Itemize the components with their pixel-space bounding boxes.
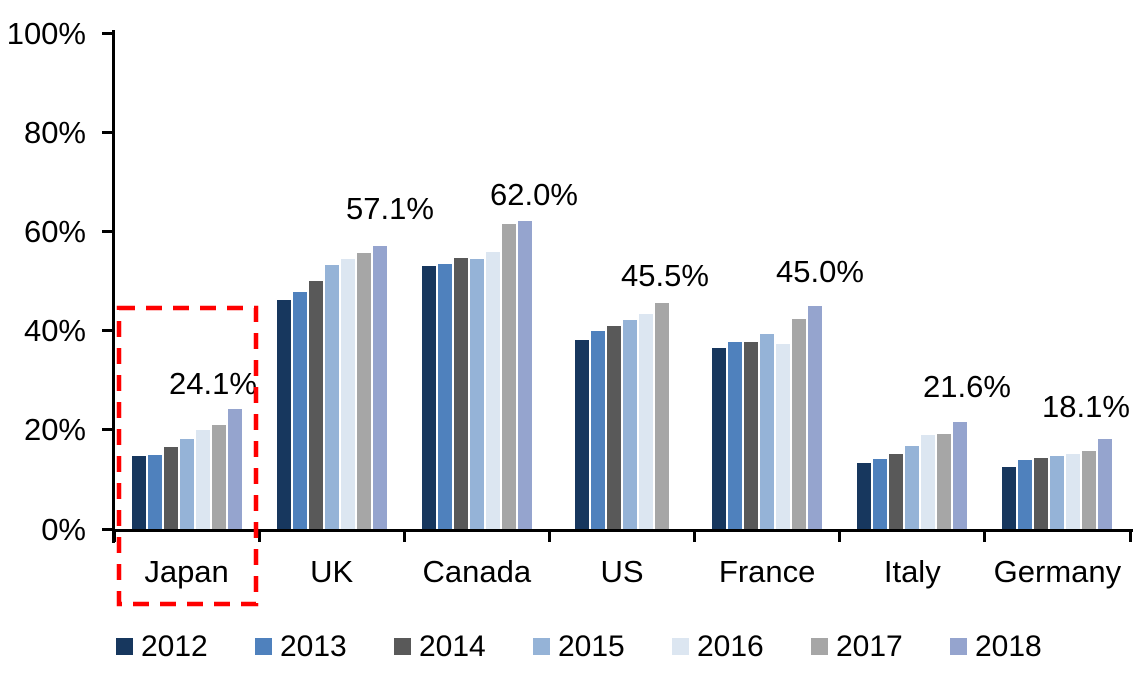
bar-canada-2017 (501, 223, 516, 529)
y-tick-20 (102, 428, 114, 432)
bar-canada-2013 (437, 264, 452, 529)
y-tick-0 (102, 527, 114, 531)
bar-uk-2015 (324, 264, 339, 529)
bar-italy-2012 (857, 463, 872, 529)
x-axis-line (112, 529, 1133, 532)
bar-uk-2014 (308, 281, 323, 529)
x-tick (547, 529, 551, 542)
x-tick (257, 529, 261, 542)
value-label-uk: 57.1% (346, 191, 434, 226)
category-label-us: US (600, 554, 644, 589)
bar-uk-2018 (372, 245, 387, 529)
x-tick (983, 529, 987, 542)
bar-canada-2018 (517, 221, 532, 529)
bar-italy-2017 (937, 434, 952, 529)
bar-france-2013 (728, 342, 743, 529)
bar-germany-2012 (1002, 467, 1017, 529)
legend-swatch-2012 (116, 638, 133, 655)
bar-canada-2015 (469, 259, 484, 529)
bar-france-2016 (776, 344, 791, 529)
bar-italy-2018 (953, 421, 968, 529)
value-label-us: 45.5% (621, 258, 709, 293)
y-axis-label: 0% (41, 511, 86, 547)
bar-italy-2014 (889, 453, 904, 529)
bar-germany-2018 (1098, 439, 1113, 529)
bar-italy-2016 (921, 435, 936, 529)
legend-swatch-2013 (255, 638, 272, 655)
legend-swatch-2016 (672, 638, 689, 655)
legend-label-2016: 2016 (697, 630, 764, 663)
legend-label-2018: 2018 (975, 630, 1042, 663)
bar-italy-2015 (905, 446, 920, 529)
bar-japan-2015 (179, 439, 194, 529)
bar-japan-2016 (195, 429, 210, 529)
y-axis-line (112, 30, 115, 543)
bar-uk-2017 (356, 253, 371, 529)
category-label-france: France (718, 554, 816, 589)
legend-label-2014: 2014 (419, 630, 486, 663)
value-label-canada: 62.0% (490, 177, 578, 212)
x-tick (838, 529, 842, 542)
bar-france-2017 (792, 319, 807, 529)
bar-us-2016 (639, 313, 653, 529)
y-axis-label: 80% (23, 114, 86, 150)
legend-label-2015: 2015 (558, 630, 625, 663)
category-label-italy: Italy (883, 554, 941, 589)
bar-japan-2014 (163, 446, 178, 529)
bar-us-2013 (591, 330, 605, 529)
y-axis-label: 20% (23, 412, 86, 448)
bar-us-2017 (655, 303, 669, 529)
bar-uk-2012 (276, 299, 291, 529)
category-label-germany: Germany (993, 554, 1122, 589)
y-axis-label: 100% (6, 15, 86, 51)
x-tick (402, 529, 406, 542)
value-label-japan: 24.1% (169, 366, 257, 401)
category-label-uk: UK (310, 554, 354, 589)
y-tick-80 (102, 130, 114, 134)
value-label-germany: 18.1% (1042, 389, 1130, 424)
bar-canada-2012 (421, 266, 436, 529)
bar-france-2015 (760, 334, 775, 529)
category-label-canada: Canada (422, 554, 532, 589)
bar-canada-2016 (485, 252, 500, 529)
value-label-france: 45.0% (776, 254, 864, 289)
bar-france-2012 (712, 347, 727, 529)
bar-japan-2018 (227, 409, 242, 529)
bar-japan-2017 (211, 424, 226, 529)
legend-label-2017: 2017 (836, 630, 903, 663)
x-tick (112, 529, 116, 542)
bar-germany-2013 (1018, 460, 1033, 529)
bar-us-2012 (575, 339, 589, 529)
bar-germany-2017 (1082, 450, 1097, 529)
x-tick (693, 529, 697, 542)
y-tick-100 (102, 31, 114, 35)
legend-label-2012: 2012 (141, 630, 208, 663)
bar-japan-2013 (147, 454, 162, 529)
y-axis-label: 60% (23, 213, 86, 249)
bar-germany-2014 (1034, 458, 1049, 529)
bar-italy-2013 (873, 459, 888, 529)
legend-label-2013: 2013 (280, 630, 347, 663)
bar-france-2018 (808, 305, 823, 529)
legend-swatch-2014 (394, 638, 411, 655)
y-tick-40 (102, 329, 114, 333)
bar-germany-2016 (1066, 453, 1081, 529)
value-label-italy: 21.6% (923, 369, 1011, 404)
y-axis-label: 40% (23, 313, 86, 349)
legend-swatch-2015 (533, 638, 550, 655)
bar-uk-2013 (292, 292, 307, 529)
bar-us-2015 (623, 320, 637, 529)
bar-germany-2015 (1050, 456, 1065, 529)
bar-uk-2016 (340, 259, 355, 529)
bar-france-2014 (744, 342, 759, 529)
bar-canada-2014 (453, 258, 468, 529)
x-tick (1128, 529, 1132, 542)
legend-swatch-2018 (950, 638, 967, 655)
y-tick-60 (102, 229, 114, 233)
category-label-japan: Japan (144, 554, 229, 589)
legend-swatch-2017 (811, 638, 828, 655)
bar-us-2014 (607, 326, 621, 529)
bar-japan-2012 (131, 455, 146, 529)
